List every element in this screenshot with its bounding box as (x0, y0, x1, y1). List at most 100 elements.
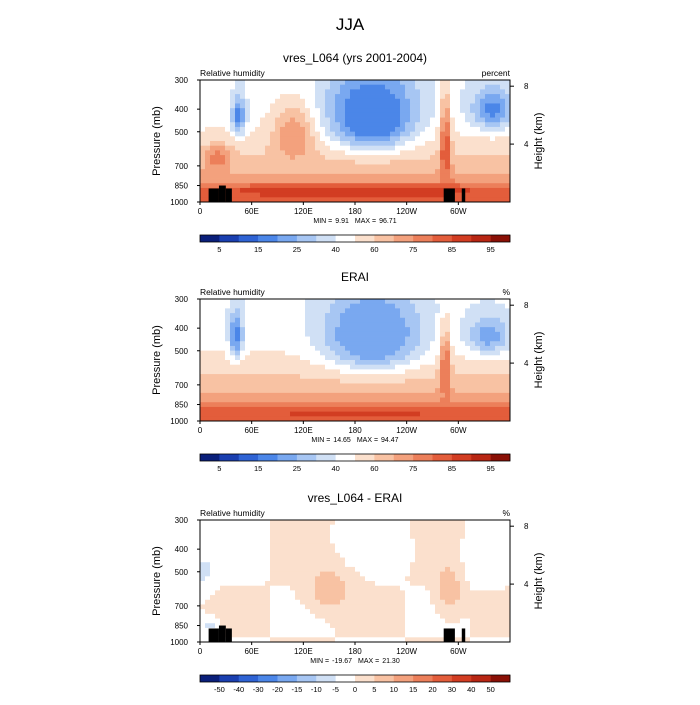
field-cell (350, 374, 355, 379)
field-cell (200, 146, 205, 151)
field-cell (495, 132, 500, 137)
field-cell (400, 562, 405, 567)
field-cell (440, 118, 445, 123)
field-cell (240, 141, 245, 146)
field-cell (445, 595, 450, 600)
field-cell (320, 127, 325, 132)
field-cell (440, 619, 445, 624)
field-cell (200, 183, 205, 188)
field-cell (255, 113, 260, 118)
field-cell (500, 299, 505, 304)
field-cell (365, 412, 370, 417)
field-cell (410, 567, 415, 572)
field-cell (490, 360, 495, 365)
field-cell (215, 407, 220, 412)
field-cell (350, 136, 355, 141)
field-cell (220, 614, 225, 619)
field-cell (460, 412, 465, 417)
field-cell (490, 299, 495, 304)
field-cell (395, 113, 400, 118)
field-cell (365, 586, 370, 591)
field-cell (265, 529, 270, 534)
field-cell (455, 398, 460, 403)
field-cell (370, 118, 375, 123)
field-cell (220, 318, 225, 323)
field-cell (365, 308, 370, 313)
field-cell (440, 600, 445, 605)
field-cell (305, 141, 310, 146)
field-cell (200, 174, 205, 179)
field-cell (410, 299, 415, 304)
field-cell (275, 155, 280, 160)
field-cell (350, 132, 355, 137)
field-cell (495, 327, 500, 332)
field-cell (435, 590, 440, 595)
field-cell (215, 595, 220, 600)
field-cell (460, 548, 465, 553)
field-cell (370, 99, 375, 104)
field-cell (205, 393, 210, 398)
field-cell (470, 633, 475, 638)
field-cell (375, 164, 380, 169)
field-cell (205, 322, 210, 327)
field-cell (400, 520, 405, 525)
field-cell (465, 85, 470, 90)
field-cell (255, 141, 260, 146)
field-cell (230, 407, 235, 412)
field-cell (265, 322, 270, 327)
field-cell (235, 379, 240, 384)
field-cell (395, 576, 400, 581)
field-cell (340, 355, 345, 360)
field-cell (480, 80, 485, 85)
field-cell (355, 355, 360, 360)
field-cell (400, 558, 405, 563)
colorbar-label: 15 (254, 464, 262, 473)
field-cell (315, 118, 320, 123)
field-cell (385, 553, 390, 558)
field-cell (250, 113, 255, 118)
field-cell (200, 398, 205, 403)
field-cell (455, 614, 460, 619)
field-cell (420, 543, 425, 548)
field-cell (440, 346, 445, 351)
field-cell (290, 308, 295, 313)
field-cell (330, 99, 335, 104)
field-cell (325, 412, 330, 417)
field-cell (400, 581, 405, 586)
field-cell (245, 529, 250, 534)
field-cell (415, 402, 420, 407)
field-cell (340, 351, 345, 356)
field-cell (340, 398, 345, 403)
field-cell (465, 351, 470, 356)
field-cell (440, 609, 445, 614)
field-cell (230, 322, 235, 327)
field-cell (365, 567, 370, 572)
field-cell (225, 576, 230, 581)
field-cell (430, 619, 435, 624)
field-cell (245, 103, 250, 108)
field-cell (335, 628, 340, 633)
field-cell (400, 103, 405, 108)
field-cell (450, 595, 455, 600)
field-cell (425, 407, 430, 412)
field-cell (295, 393, 300, 398)
field-cell (270, 619, 275, 624)
field-cell (290, 393, 295, 398)
field-cell (380, 322, 385, 327)
field-cell (460, 590, 465, 595)
field-cell (280, 327, 285, 332)
field-cell (425, 122, 430, 127)
panel-title: ERAI (341, 270, 369, 284)
field-cell (340, 155, 345, 160)
field-cell (235, 80, 240, 85)
field-cell (280, 567, 285, 572)
field-cell (220, 412, 225, 417)
field-cell (495, 600, 500, 605)
field-cell (350, 590, 355, 595)
field-cell (495, 122, 500, 127)
field-cell (350, 193, 355, 198)
field-cell (445, 327, 450, 332)
field-cell (300, 393, 305, 398)
field-cell (345, 164, 350, 169)
field-cell (390, 337, 395, 342)
